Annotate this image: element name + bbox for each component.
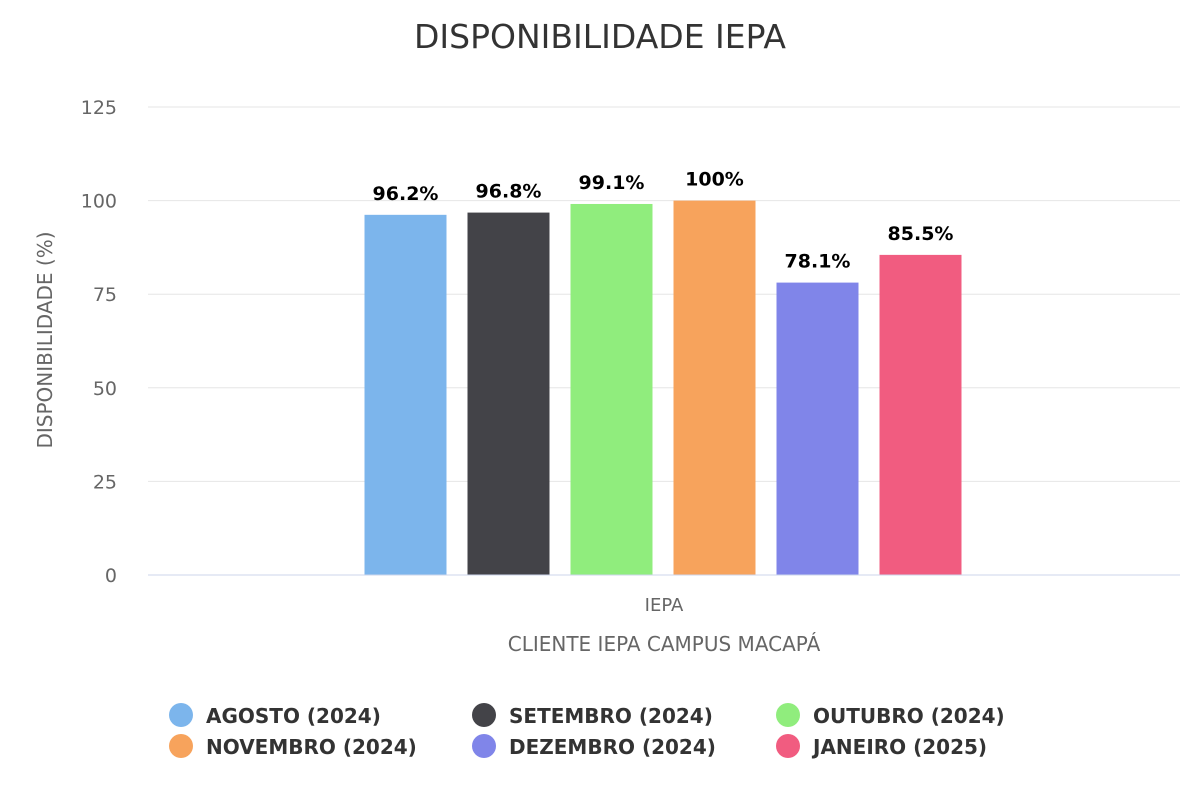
legend-item[interactable]: JANEIRO (2025): [776, 734, 987, 759]
data-label: 78.1%: [785, 251, 851, 273]
y-tick-label: 100: [81, 191, 117, 213]
y-axis-ticks: 0 25 50 75 100 125: [81, 97, 117, 587]
legend-item[interactable]: NOVEMBRO (2024): [169, 734, 417, 759]
y-axis-title: DISPONIBILIDADE (%): [33, 231, 57, 448]
bar: [570, 203, 653, 575]
x-category-label: IEPA: [645, 595, 684, 616]
legend-item[interactable]: OUTUBRO (2024): [776, 703, 1005, 728]
legend-label: AGOSTO (2024): [206, 704, 381, 728]
legend-swatch: [776, 734, 800, 758]
data-label: 100%: [685, 169, 744, 191]
data-labels: 96.2% 96.8% 99.1% 100% 78.1% 85.5%: [373, 169, 954, 273]
bar: [673, 200, 756, 575]
legend-item[interactable]: AGOSTO (2024): [169, 703, 381, 728]
legend-swatch: [169, 734, 193, 758]
legend-swatch: [776, 703, 800, 727]
legend-label: OUTUBRO (2024): [813, 704, 1005, 728]
data-label: 96.2%: [373, 183, 439, 205]
legend: AGOSTO (2024) SETEMBRO (2024) OUTUBRO (202…: [169, 703, 1005, 759]
bar: [364, 214, 447, 575]
data-label: 96.8%: [476, 181, 542, 203]
legend-swatch: [472, 703, 496, 727]
x-axis-title: CLIENTE IEPA CAMPUS MACAPÁ: [508, 632, 821, 656]
bar: [879, 254, 962, 575]
y-tick-label: 75: [93, 284, 117, 306]
legend-item[interactable]: SETEMBRO (2024): [472, 703, 713, 728]
y-tick-label: 50: [93, 378, 117, 400]
gridlines: [148, 106, 1180, 482]
legend-label: NOVEMBRO (2024): [206, 735, 417, 759]
chart-title: DISPONIBILIDADE IEPA: [414, 17, 786, 56]
legend-swatch: [472, 734, 496, 758]
legend-label: JANEIRO (2025): [811, 735, 987, 759]
y-tick-label: 0: [105, 565, 117, 587]
legend-swatch: [169, 703, 193, 727]
bar: [467, 212, 550, 575]
bars: [364, 200, 962, 575]
data-label: 99.1%: [579, 172, 645, 194]
legend-label: SETEMBRO (2024): [509, 704, 713, 728]
legend-label: DEZEMBRO (2024): [509, 735, 716, 759]
y-tick-label: 25: [93, 471, 117, 493]
legend-item[interactable]: DEZEMBRO (2024): [472, 734, 716, 759]
y-tick-label: 125: [81, 97, 117, 119]
data-label: 85.5%: [888, 223, 954, 245]
bar: [776, 282, 859, 575]
